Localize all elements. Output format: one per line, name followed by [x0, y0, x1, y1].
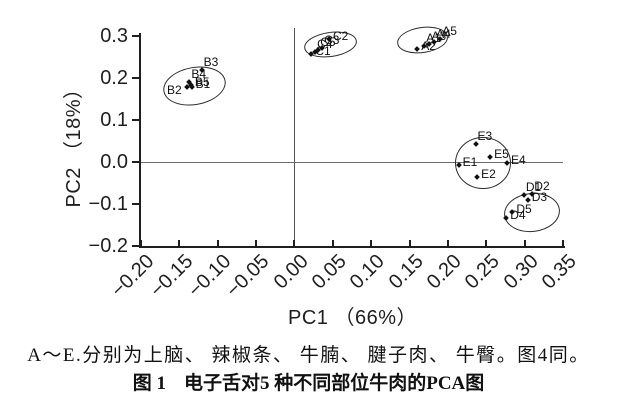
x-tick — [293, 240, 296, 246]
point-label-D5: D5 — [516, 201, 532, 216]
y-tick-label: 0.1 — [100, 109, 128, 131]
x-tick-label-text: 0.30 — [499, 250, 543, 294]
x-tick — [485, 240, 488, 246]
y-tick — [132, 119, 139, 121]
y-axis-spine — [139, 33, 141, 248]
x-tick-label-text: 0.00 — [269, 250, 313, 294]
point-label-D2: D2 — [534, 179, 550, 194]
point-label-C2: C2 — [332, 29, 349, 44]
cluster-ellipse-E — [454, 136, 511, 190]
x-tick — [216, 240, 219, 246]
point-label-E1: E1 — [462, 154, 478, 169]
point-label-B3: B3 — [203, 55, 219, 70]
x-tick-label-text: 0.10 — [345, 250, 390, 294]
x-tick — [446, 240, 449, 246]
y-tick — [132, 245, 139, 247]
x-tick — [523, 240, 526, 246]
y-tick — [132, 161, 139, 163]
plot-area: −0.20 −0.15 −0.10 −0.05 0.00 0.05 0.10 0.15 0.20… — [88, 23, 581, 302]
y-tick-label: −0.1 — [88, 193, 128, 215]
x-tick — [140, 240, 142, 246]
point-label-E3: E3 — [477, 128, 493, 143]
point-label-B2: B2 — [167, 83, 182, 98]
point-label-E2: E2 — [481, 167, 496, 182]
x-tick — [370, 240, 373, 246]
point-label-A5: A5 — [442, 24, 457, 39]
y-tick — [132, 203, 139, 205]
y-tick — [132, 35, 139, 37]
x-tick-label-text: 0.05 — [307, 250, 351, 294]
figure-note: A～E.分别为上脑、 辣椒条、 牛腩、 腱子肉、 牛臀。图4同。 — [27, 345, 590, 366]
y-tick-label: 0.3 — [100, 25, 128, 47]
x-tick-label-text: 0.20 — [422, 250, 466, 294]
x-tick-label-text: −0.05 — [222, 250, 274, 302]
point-label-C4: C4 — [317, 36, 333, 51]
point-label-D3: D3 — [531, 189, 548, 204]
x-tick-label-text: 0.35 — [537, 250, 581, 294]
y-tick — [132, 77, 139, 79]
point-label-D1: D1 — [525, 180, 542, 195]
x-tick-label-text: 0.15 — [384, 250, 428, 294]
point-label-E5: E5 — [494, 146, 509, 161]
zero-vertical-line — [294, 28, 295, 246]
figure-title: 电子舌对5 种不同部位牛肉的PCA图 — [183, 373, 485, 394]
figure-number: 图 1 — [132, 373, 166, 394]
point-label-C1: C1 — [315, 43, 331, 58]
point-label-E4: E4 — [510, 153, 526, 168]
point-label-B4: B4 — [191, 67, 207, 82]
x-tick — [178, 240, 181, 246]
point-label-C3: C3 — [324, 33, 340, 48]
x-tick — [331, 240, 334, 246]
x-tick-label-text: −0.15 — [145, 250, 198, 302]
x-tick — [255, 240, 258, 246]
point-label-B5: B5 — [194, 74, 210, 89]
x-tick — [562, 240, 564, 246]
x-axis-spine — [139, 246, 565, 248]
y-axis-title: PC2 （18%） — [63, 78, 85, 208]
y-tick-label: 0.0 — [100, 151, 128, 173]
y-tick-label: −0.2 — [88, 235, 128, 257]
point-label-A1: A1 — [426, 30, 441, 45]
x-tick-label-text: −0.10 — [184, 250, 236, 302]
x-tick-label-text: 0.25 — [461, 250, 505, 294]
figure-caption: 图 1 电子舌对5 种不同部位牛肉的PCA图 — [0, 370, 617, 397]
y-tick-label: 0.2 — [100, 67, 128, 89]
point-label-C5: C5 — [320, 35, 336, 50]
pca-chart: −0.20 −0.15 −0.10 −0.05 0.00 0.05 0.10 0.15 0.20… — [63, 23, 581, 329]
point-label-B1: B1 — [195, 76, 211, 91]
zero-horizontal-line — [141, 162, 563, 163]
x-axis-title: PC1 （66%） — [288, 307, 417, 329]
x-tick — [408, 240, 411, 246]
